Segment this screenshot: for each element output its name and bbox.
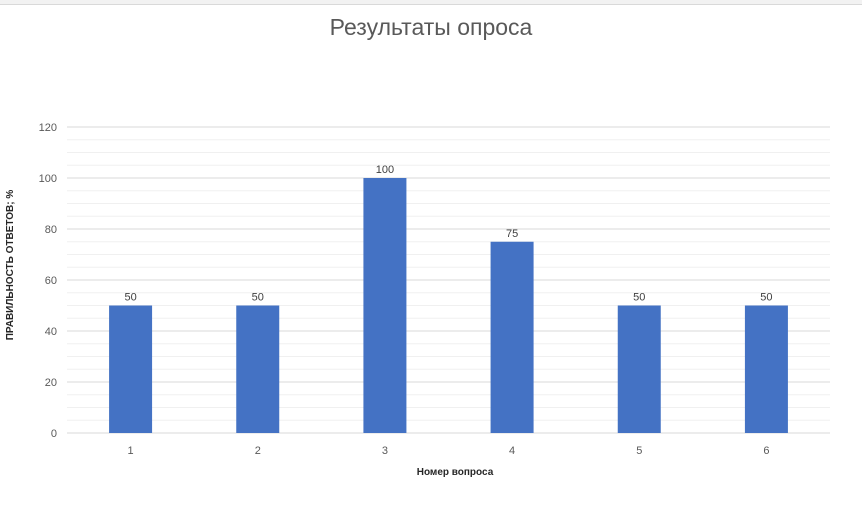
x-tick-label: 1 [128, 445, 134, 457]
x-tick-label: 4 [509, 445, 515, 457]
bar [744, 305, 788, 433]
chart-title: Результаты опроса [329, 14, 533, 40]
x-axis-title: Номер вопроса [417, 467, 494, 478]
data-label: 50 [124, 292, 136, 304]
bar [617, 305, 661, 433]
data-label: 50 [760, 292, 772, 304]
y-tick-label: 80 [45, 224, 57, 236]
y-tick-label: 0 [51, 428, 57, 440]
data-label: 75 [506, 228, 518, 240]
data-labels: 50 50 100 75 50 50 [124, 164, 772, 304]
bar [363, 178, 407, 433]
bars [109, 178, 788, 433]
bar [109, 305, 153, 433]
x-tick-label: 6 [763, 445, 769, 457]
data-label: 50 [633, 292, 645, 304]
data-label: 100 [376, 164, 394, 176]
data-label: 50 [252, 292, 264, 304]
y-tick-label: 60 [45, 275, 57, 287]
bar [236, 305, 280, 433]
x-tick-label: 2 [255, 445, 261, 457]
y-tick-label: 40 [45, 326, 57, 338]
y-tick-label: 100 [39, 173, 57, 185]
x-tick-label: 5 [636, 445, 642, 457]
x-tick-label: 3 [382, 445, 388, 457]
bar [490, 241, 534, 433]
y-tick-label: 120 [39, 122, 57, 134]
y-axis-title: ПРАВИЛЬНОСТЬ ОТВЕТОВ; % [5, 190, 16, 341]
gridlines [67, 126, 830, 434]
y-tick-label: 20 [45, 377, 57, 389]
tick-labels: 0 20 40 60 80 100 120 1 2 3 4 5 6 [39, 122, 770, 457]
window-top-strip [0, 0, 862, 5]
